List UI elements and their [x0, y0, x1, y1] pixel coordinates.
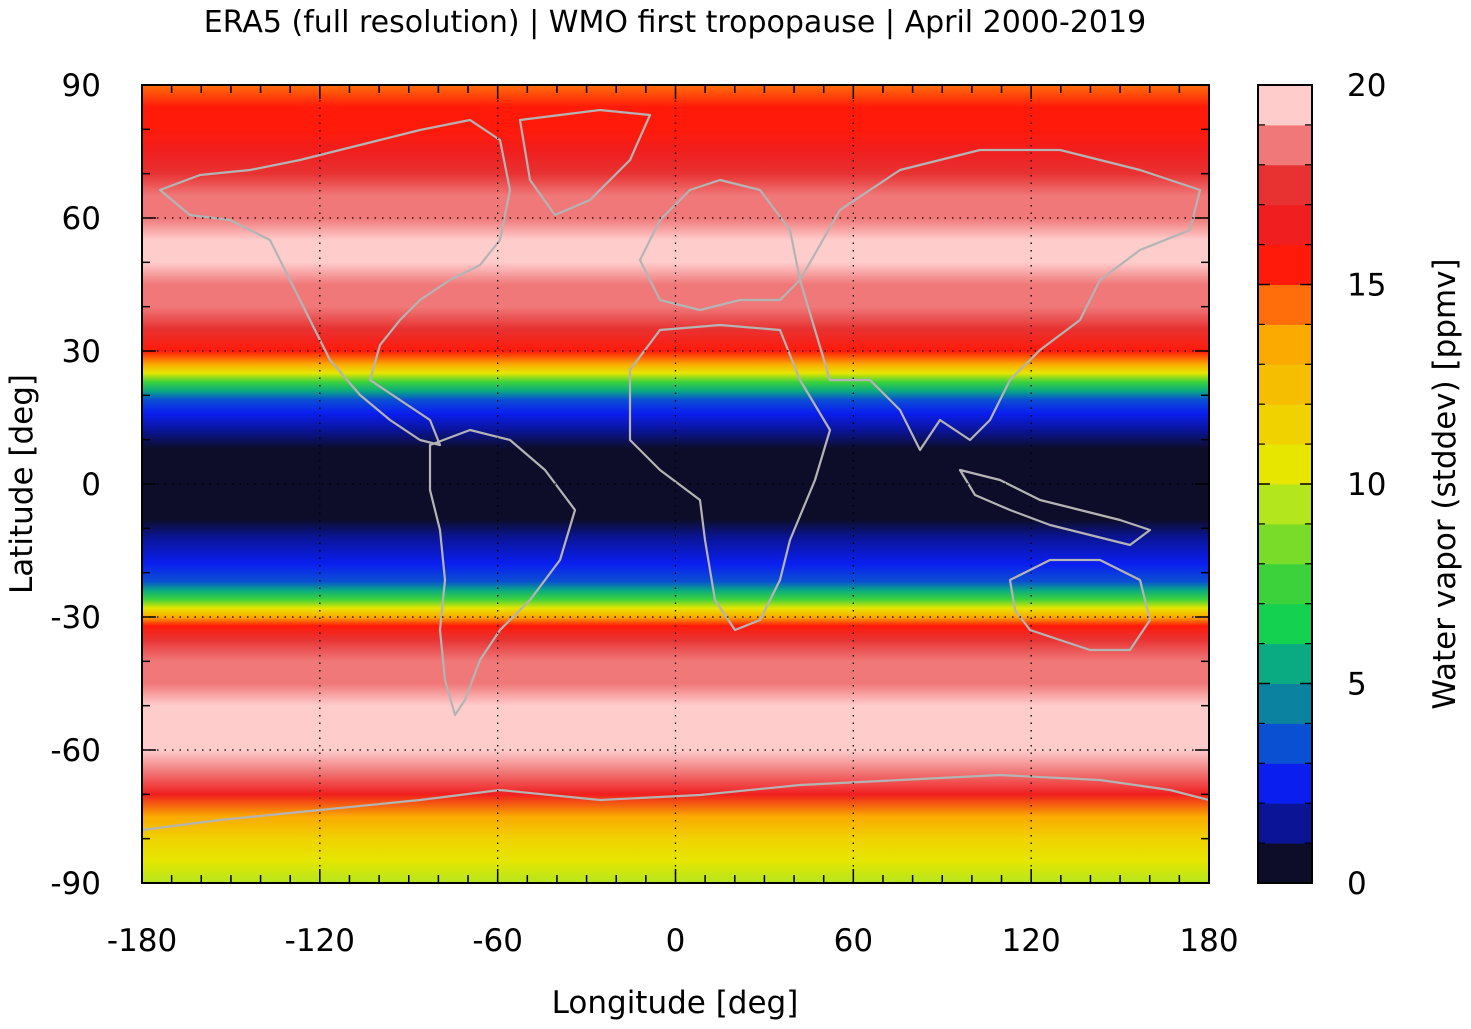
- colorbar-tick-label: 20: [1347, 68, 1386, 104]
- x-tick-labels: -180 -120 -60 0 60 120 180: [107, 923, 1239, 959]
- colorbar-segment: [1258, 643, 1312, 684]
- colorbar-segment: [1258, 723, 1312, 764]
- colorbar: [1258, 84, 1312, 884]
- y-tick-label: -30: [50, 600, 101, 636]
- y-axis-label: Latitude [deg]: [4, 374, 40, 594]
- colorbar-segment: [1258, 523, 1312, 565]
- coastline-africa: [628, 323, 832, 632]
- chart-title: ERA5 (full resolution) | WMO first tropo…: [204, 5, 1146, 40]
- colorbar-segment: [1258, 164, 1312, 206]
- coastline-australia: [1008, 558, 1152, 652]
- coastline-antarctica: [142, 773, 1209, 832]
- plot-area: [141, 84, 1210, 884]
- coastline-asia: [798, 148, 1202, 452]
- y-tick-labels: -90 -60 -30 0 30 60 90: [50, 68, 101, 902]
- grid-lines: [142, 85, 1209, 883]
- plot-frame: [141, 84, 1210, 884]
- colorbar-frame: [1257, 84, 1313, 884]
- x-tick-label: 120: [1002, 923, 1061, 959]
- x-tick-label: -180: [107, 923, 177, 959]
- colorbar-segment: [1258, 444, 1312, 485]
- x-tick-label: -120: [285, 923, 355, 959]
- x-tick-label: 60: [834, 923, 873, 959]
- y-tick-label: -60: [50, 733, 101, 769]
- coastline-south-america: [428, 428, 577, 717]
- colorbar-segment: [1258, 85, 1312, 126]
- colorbar-segment: [1258, 563, 1312, 605]
- colorbar-label: Water vapor (stddev) [ppmv]: [1427, 258, 1463, 709]
- colorbar-tick-labels: 0 5 10 15 20: [1347, 68, 1386, 902]
- y-tick-label: 90: [62, 68, 101, 104]
- y-tick-label: 30: [62, 334, 101, 370]
- x-axis-label: Longitude [deg]: [552, 985, 799, 1021]
- colorbar-tick-label: 0: [1347, 866, 1367, 902]
- colorbar-segment: [1258, 683, 1312, 724]
- colorbar-segment: [1258, 763, 1312, 804]
- colorbar-segment: [1258, 484, 1312, 525]
- colorbar-segment: [1258, 404, 1312, 445]
- y-tick-label: -90: [50, 866, 101, 902]
- colorbar-segment: [1258, 364, 1312, 405]
- colorbar-segment: [1258, 204, 1312, 246]
- colorbar-tick-label: 15: [1347, 268, 1386, 304]
- colorbar-segment: [1258, 843, 1312, 884]
- x-tick-label: 0: [666, 923, 686, 959]
- x-tick-label: -60: [472, 923, 523, 959]
- y-tick-label: 0: [81, 467, 101, 503]
- colorbar-segment: [1258, 244, 1312, 285]
- colorbar-segment: [1258, 324, 1312, 365]
- colorbar-segment: [1258, 603, 1312, 645]
- colorbar-tick-label: 5: [1347, 667, 1367, 703]
- colorbar-segment: [1258, 124, 1312, 166]
- coastline-north-america: [158, 118, 512, 447]
- coastline-europe: [638, 178, 802, 312]
- x-tick-label: 180: [1179, 923, 1238, 959]
- coastline-greenland: [518, 108, 652, 217]
- y-tick-label: 60: [62, 201, 101, 237]
- coastline-maritime-continent: [958, 468, 1152, 547]
- coastlines: [142, 108, 1209, 832]
- colorbar-segment: [1258, 803, 1312, 844]
- colorbar-tick-label: 10: [1347, 467, 1386, 503]
- colorbar-segment: [1258, 284, 1312, 325]
